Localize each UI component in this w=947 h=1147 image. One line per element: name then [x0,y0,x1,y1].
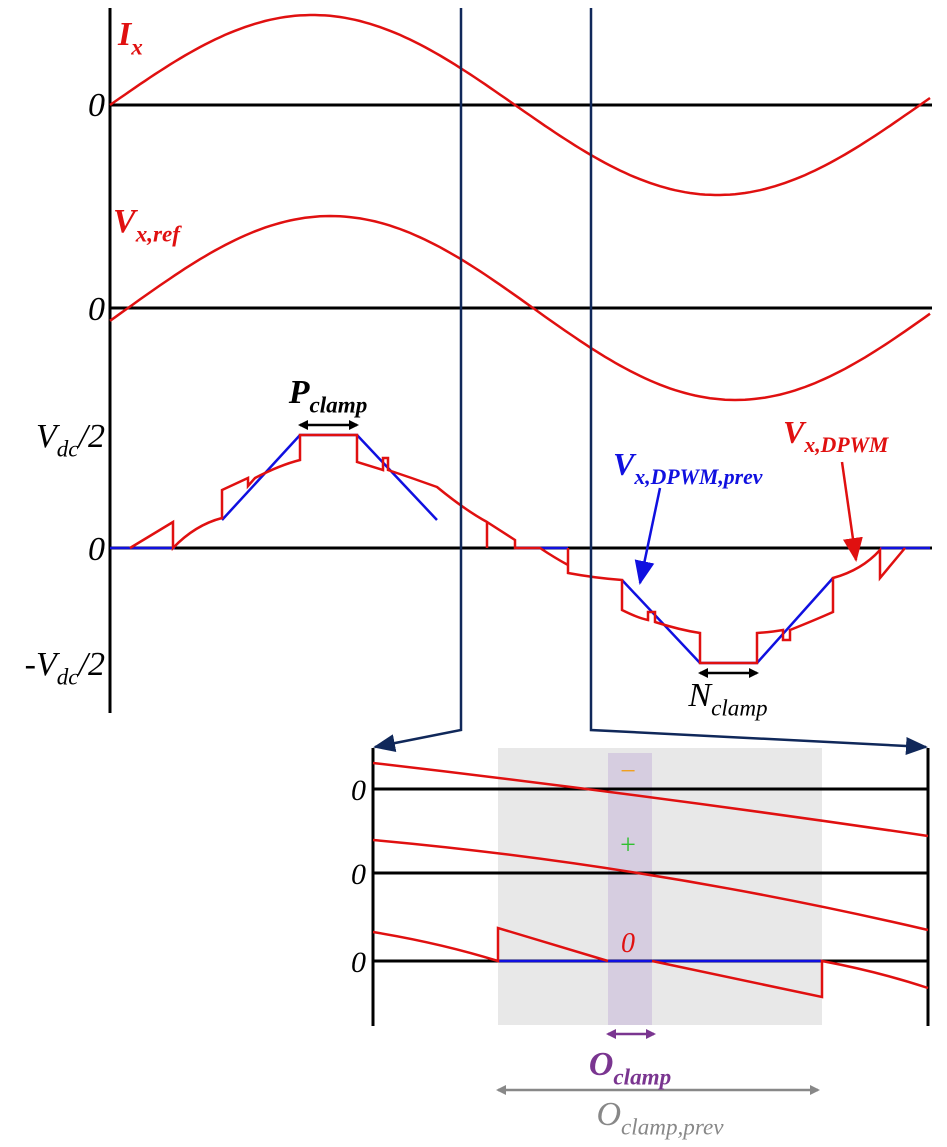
label: Nclamp [687,677,767,722]
label-symbol: I [117,16,133,53]
sign-label: 0 [621,928,635,959]
label-symbol: O [596,1096,621,1133]
label: Oclamp,prev [596,1096,724,1141]
clamp-arrows [298,420,759,678]
dpwm-wave [129,433,906,665]
label: Oclamp [589,1046,671,1091]
label-subscript: clamp [711,696,767,722]
label-subscript: x,ref [135,222,183,248]
label: Ix [117,16,143,61]
label: Vdc/2 [36,418,105,463]
pointer [840,461,863,562]
label: Vx,DPWM [783,414,889,457]
label-prefix: - [25,646,36,683]
current-wave [109,13,931,197]
sign-label: − [620,756,636,787]
pointer [634,487,662,585]
label: -Vdc/2 [25,646,105,691]
label-subscript: dc [57,437,80,463]
zero-label: 0 [88,291,105,328]
label: Vx,DPWM,prev [613,446,763,489]
clamp-window [608,753,652,1025]
label-symbol: N [687,677,713,714]
label-subscript: clamp [613,1065,671,1091]
main-axes [108,8,932,713]
reference-wave [109,214,931,402]
label-symbol: O [589,1046,614,1083]
sign-label: + [620,830,636,861]
label-subscript: clamp,prev [621,1115,724,1141]
label-symbol: V [783,414,807,450]
zero-label: 0 [351,946,366,979]
zero-label: 0 [88,87,105,124]
zero-label: 0 [351,858,366,891]
label-symbol: P [288,374,310,411]
label-subscript: dc [57,665,80,691]
zoom-window [498,748,822,1025]
label-symbol: V [113,203,138,240]
zero-label: 0 [88,531,105,568]
label-subscript: x,DPWM,prev [633,465,762,489]
label-suffix: /2 [77,418,105,455]
zoom-waves [372,761,929,999]
label: Vx,ref [113,203,182,248]
label-subscript: clamp [310,393,368,419]
label-symbol: V [613,446,637,482]
label-subscript: x [130,35,143,61]
label-subscript: x,DPWM [803,433,889,457]
zero-label: 0 [351,774,366,807]
label-suffix: /2 [77,646,105,683]
label: Pclamp [288,374,368,419]
zoom-markers [373,8,928,755]
